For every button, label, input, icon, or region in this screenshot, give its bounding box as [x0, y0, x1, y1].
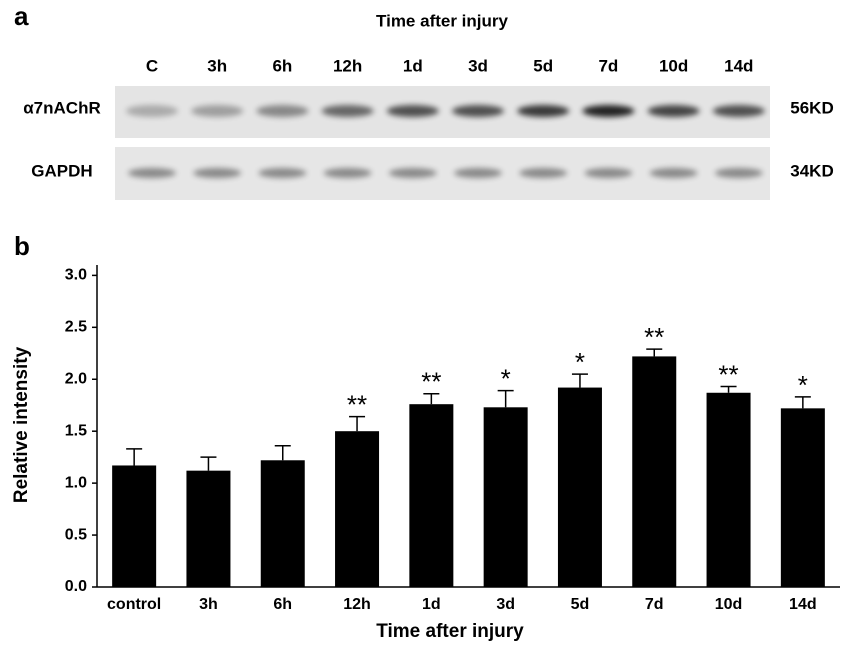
x-tick-label: 14d: [789, 596, 817, 613]
lane-label: 12h: [333, 56, 362, 75]
significance-label: **: [644, 322, 664, 352]
x-axis-title: Time after injury: [376, 621, 524, 642]
blot-band: [256, 105, 308, 117]
significance-label: *: [575, 347, 585, 377]
x-tick-label: 10d: [715, 596, 743, 613]
bar: [186, 471, 230, 587]
x-tick-label: 5d: [571, 596, 590, 613]
lane-label: C: [146, 56, 158, 75]
lane-label: 7d: [598, 56, 618, 75]
bar: [335, 431, 379, 587]
y-tick-label: 2.0: [65, 370, 87, 387]
x-tick-label: control: [107, 596, 161, 613]
x-tick-label: 6h: [273, 596, 292, 613]
blot-band: [387, 105, 439, 117]
y-tick-label: 0.0: [65, 578, 87, 595]
y-tick-label: 3.0: [65, 267, 87, 284]
row-label: α7nAChR: [23, 98, 101, 117]
x-tick-label: 7d: [645, 596, 664, 613]
x-tick-label: 1d: [422, 596, 441, 613]
x-tick-label: 3h: [199, 596, 218, 613]
blot-band: [582, 105, 634, 117]
lane-label: 3h: [207, 56, 227, 75]
blot-band: [713, 105, 765, 117]
y-tick-label: 1.0: [65, 474, 87, 491]
significance-label: *: [798, 370, 808, 400]
blot-band: [322, 105, 374, 117]
lane-label: 10d: [659, 56, 688, 75]
significance-label: *: [501, 364, 511, 394]
lane-label: 5d: [533, 56, 553, 75]
panel-label: a: [14, 1, 29, 31]
blot-band: [715, 168, 763, 178]
significance-label: **: [347, 390, 367, 420]
x-tick-label: 12h: [343, 596, 371, 613]
blot-band: [584, 168, 632, 178]
blot-title: Time after injury: [376, 11, 508, 30]
y-axis-title: Relative intensity: [11, 346, 32, 503]
blot-band: [452, 105, 504, 117]
blot-band: [389, 168, 437, 178]
bar: [409, 404, 453, 587]
blot-band: [126, 105, 178, 117]
x-tick-label: 3d: [496, 596, 515, 613]
figure: a Time after injury b Time after injury …: [0, 0, 843, 645]
blot-band: [519, 168, 567, 178]
significance-label: **: [718, 359, 738, 389]
blot-band: [191, 105, 243, 117]
bar: [484, 407, 528, 587]
bar: [112, 465, 156, 587]
significance-label: **: [421, 367, 441, 397]
blot-band: [193, 168, 241, 178]
blot-band: [258, 168, 306, 178]
lane-label: 3d: [468, 56, 488, 75]
size-label: 56KD: [790, 98, 833, 117]
lane-label: 1d: [403, 56, 423, 75]
bar: [632, 356, 676, 587]
y-tick-label: 0.5: [65, 526, 87, 543]
bar: [558, 388, 602, 587]
row-label: GAPDH: [31, 161, 92, 180]
page: {"panel_a": {"label": "a", "title": "Tim…: [0, 0, 843, 645]
lane-label: 6h: [272, 56, 292, 75]
blot-band: [324, 168, 372, 178]
y-tick-label: 1.5: [65, 422, 87, 439]
size-label: 34KD: [790, 161, 833, 180]
panel-label: b: [14, 231, 30, 261]
lane-label: 14d: [724, 56, 753, 75]
blot-band: [648, 105, 700, 117]
blot-band: [454, 168, 502, 178]
bar: [261, 460, 305, 587]
y-tick-label: 2.5: [65, 319, 87, 336]
bar: [781, 408, 825, 587]
bar: [707, 393, 751, 587]
blot-band: [517, 105, 569, 117]
blot-band: [650, 168, 698, 178]
blot-band: [128, 168, 176, 178]
